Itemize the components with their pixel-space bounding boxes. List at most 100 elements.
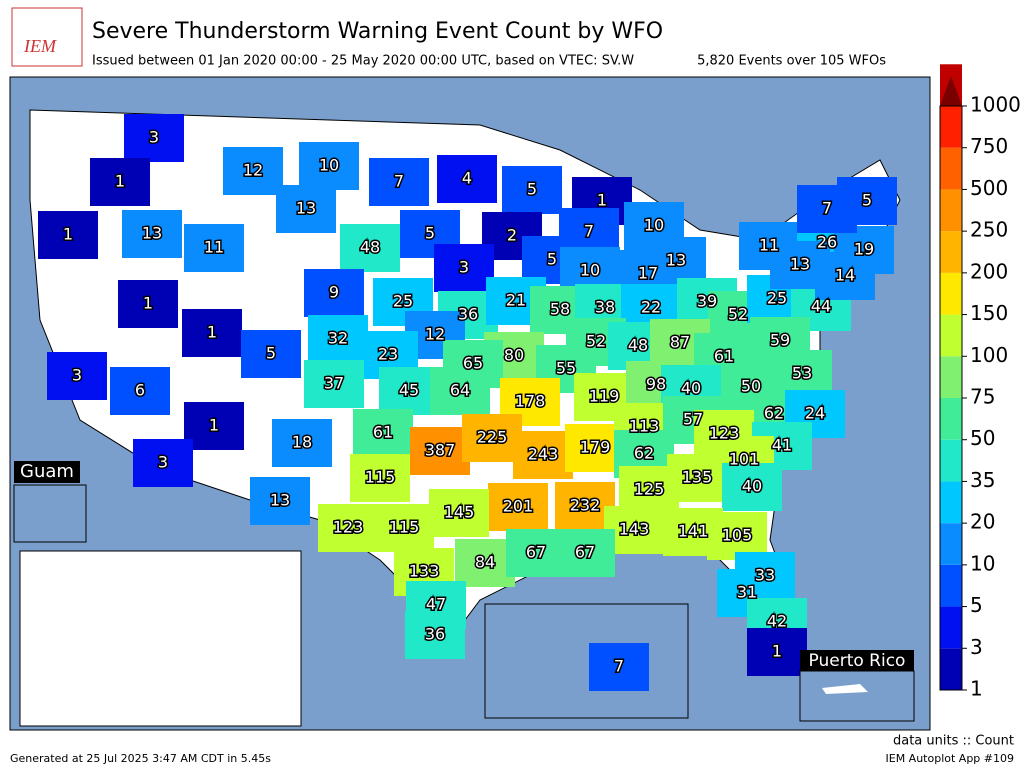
region-count: 80 xyxy=(504,346,524,365)
colorbar-tick-label: 75 xyxy=(970,385,995,409)
region-count: 18 xyxy=(292,433,312,452)
region-count: 105 xyxy=(722,526,753,545)
region-count: 40 xyxy=(742,477,762,496)
colorbar-bin xyxy=(940,398,962,440)
region-fill xyxy=(747,628,807,676)
region-count: 13 xyxy=(790,255,810,274)
region-count: 1 xyxy=(772,642,782,661)
region-fill xyxy=(133,439,193,487)
region-fill xyxy=(90,158,150,206)
logo xyxy=(11,7,83,67)
colorbar-tick-label: 150 xyxy=(970,301,1008,325)
colorbar-tick-label: 10 xyxy=(970,551,995,575)
region-fill xyxy=(722,463,782,511)
region-count: 9 xyxy=(329,283,339,302)
region-count: 17 xyxy=(638,264,658,283)
guam-box xyxy=(14,461,80,483)
region-count: 201 xyxy=(503,497,534,516)
colorbar-bin xyxy=(940,106,962,148)
region-fill xyxy=(124,114,184,162)
region-count: 44 xyxy=(811,297,831,316)
region-count: 61 xyxy=(373,423,393,442)
colorbar-tick-label: 1 xyxy=(970,677,983,701)
region-fill xyxy=(318,504,378,552)
region-count: 53 xyxy=(792,364,812,383)
region-fill xyxy=(410,427,470,475)
region-count: 3 xyxy=(72,366,82,385)
region-count: 7 xyxy=(394,172,404,191)
region-count: 64 xyxy=(450,381,470,400)
region-count: 7 xyxy=(584,222,594,241)
region-fill xyxy=(589,643,649,691)
region-count: 3 xyxy=(149,128,159,147)
region-count: 21 xyxy=(506,291,526,310)
region-count: 52 xyxy=(586,332,606,351)
region-fill xyxy=(299,142,359,190)
region-fill xyxy=(455,539,515,587)
pr-box xyxy=(800,650,914,671)
colorbar-tick-label: 50 xyxy=(970,426,995,450)
region-count: 13 xyxy=(142,224,162,243)
region-fill xyxy=(350,454,410,502)
region-count: 98 xyxy=(646,375,666,394)
title: Severe Thunderstorm Warning Event Count … xyxy=(92,19,663,44)
region-fill xyxy=(502,166,562,214)
region-count: 13 xyxy=(296,199,316,218)
region-fill xyxy=(122,210,182,258)
region-count: 52 xyxy=(728,305,748,324)
region-fill xyxy=(353,409,413,457)
region-fills xyxy=(38,114,897,691)
region-count: 5 xyxy=(547,250,557,269)
colorbar-tick-label: 35 xyxy=(970,468,995,492)
colorbar-bin xyxy=(940,523,962,565)
colorbar-bin xyxy=(940,314,962,357)
summary: 5,820 Events over 105 WFOs xyxy=(697,54,886,69)
colorbar-tick-label: 250 xyxy=(970,218,1008,242)
colorbar-bin xyxy=(940,439,962,482)
pr-inset xyxy=(799,670,915,722)
region-count: 59 xyxy=(770,331,790,350)
region-count: 22 xyxy=(641,298,661,317)
region-count: 14 xyxy=(835,266,855,285)
region-count: 39 xyxy=(697,292,717,311)
region-count: 58 xyxy=(550,300,570,319)
subtitle: Issued between 01 Jan 2020 00:00 - 25 Ma… xyxy=(92,54,634,69)
region-count: 84 xyxy=(475,553,495,572)
region-count: 55 xyxy=(556,359,576,378)
region-count: 41 xyxy=(772,436,792,455)
colorbar-tick-label: 20 xyxy=(970,510,995,534)
region-count: 3 xyxy=(158,453,168,472)
region-count: 178 xyxy=(515,392,546,411)
colorbar-tick-label: 200 xyxy=(970,259,1008,283)
region-fill xyxy=(429,489,489,537)
region-fill xyxy=(513,431,573,479)
colorbar-bin xyxy=(940,564,962,607)
region-count: 47 xyxy=(426,595,446,614)
region-count: 38 xyxy=(595,298,615,317)
pr-island xyxy=(822,684,868,694)
region-count: 36 xyxy=(425,625,445,644)
region-count: 143 xyxy=(619,520,650,539)
region-fill xyxy=(47,352,107,400)
region-count: 123 xyxy=(709,424,740,443)
region-fill xyxy=(340,224,400,272)
region-count: 5 xyxy=(266,344,276,363)
region-count: 2 xyxy=(507,226,517,245)
region-fill xyxy=(38,211,98,259)
colorbar-tick-label: 1000 xyxy=(970,93,1021,117)
region-count: 48 xyxy=(628,336,648,355)
region-count: 36 xyxy=(458,305,478,324)
region-count: 243 xyxy=(528,445,559,464)
region-count: 13 xyxy=(270,491,290,510)
region-count: 50 xyxy=(741,377,761,396)
region-fill xyxy=(443,340,503,388)
region-count: 1 xyxy=(63,225,73,244)
guam-inset xyxy=(13,484,87,543)
region-fill xyxy=(555,529,615,577)
region-count: 1 xyxy=(143,294,153,313)
region-count: 5 xyxy=(425,224,435,243)
region-count: 101 xyxy=(729,450,760,469)
region-count: 33 xyxy=(755,566,775,585)
